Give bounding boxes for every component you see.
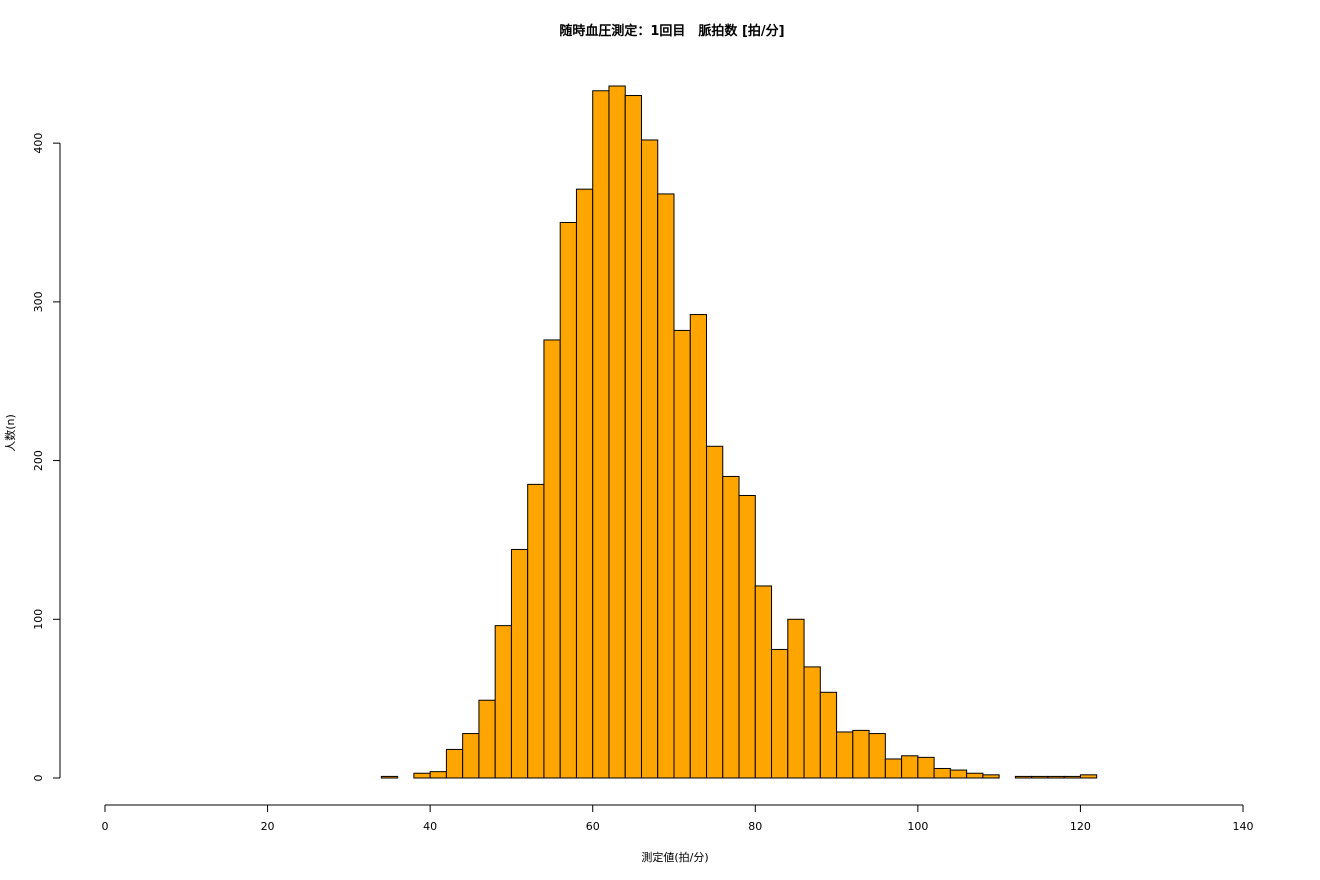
x-tick-label: 100	[907, 820, 928, 833]
bar	[1014, 775, 1033, 779]
bar	[608, 85, 626, 779]
bar	[494, 625, 512, 779]
bar	[771, 648, 789, 779]
bar	[445, 748, 464, 779]
bar	[933, 767, 951, 779]
bar	[787, 618, 805, 779]
bar	[917, 756, 935, 779]
bar	[901, 755, 919, 779]
x-tick-label: 80	[748, 820, 762, 833]
bar	[738, 494, 756, 779]
x-tick-label: 0	[102, 820, 109, 833]
bar	[803, 666, 821, 779]
bar	[868, 733, 886, 779]
bar	[429, 771, 447, 779]
bar	[884, 758, 903, 779]
x-axis-label: 測定値(拍/分)	[641, 850, 708, 864]
y-tick-label: 200	[32, 450, 45, 471]
bar	[689, 314, 708, 779]
bar	[1079, 774, 1098, 779]
bar	[706, 445, 724, 779]
bar	[982, 774, 1000, 779]
y-tick-label: 100	[32, 609, 45, 630]
bar	[478, 699, 496, 779]
bar	[1031, 775, 1049, 779]
bar	[673, 329, 691, 779]
bar	[819, 691, 838, 779]
x-tick-label: 20	[261, 820, 275, 833]
x-tick-label: 140	[1233, 820, 1254, 833]
bar	[949, 769, 968, 779]
bar	[836, 731, 854, 779]
bar	[527, 483, 545, 779]
y-tick-label: 0	[32, 775, 45, 782]
bar	[852, 729, 870, 779]
bar	[543, 339, 561, 779]
chart-title: 随時血圧測定：1回目 脈拍数 [拍/分]	[559, 23, 784, 39]
bar	[657, 193, 675, 779]
bar	[754, 585, 773, 779]
y-tick-label: 300	[32, 291, 45, 312]
y-tick-label: 400	[32, 133, 45, 154]
bar	[462, 733, 480, 779]
bar	[722, 475, 740, 779]
bar	[1047, 775, 1065, 779]
bar	[413, 772, 431, 779]
x-tick-label: 120	[1070, 820, 1091, 833]
bar	[1063, 775, 1081, 779]
x-tick-label: 60	[586, 820, 600, 833]
bar	[592, 90, 610, 779]
bar	[380, 775, 399, 779]
bar	[510, 548, 529, 779]
bar	[559, 221, 577, 779]
bar	[966, 772, 984, 779]
x-tick-label: 40	[423, 820, 437, 833]
y-axis-label: 人数(n)	[4, 414, 17, 452]
bar	[624, 95, 642, 779]
bar	[640, 139, 659, 779]
bar	[575, 188, 594, 779]
